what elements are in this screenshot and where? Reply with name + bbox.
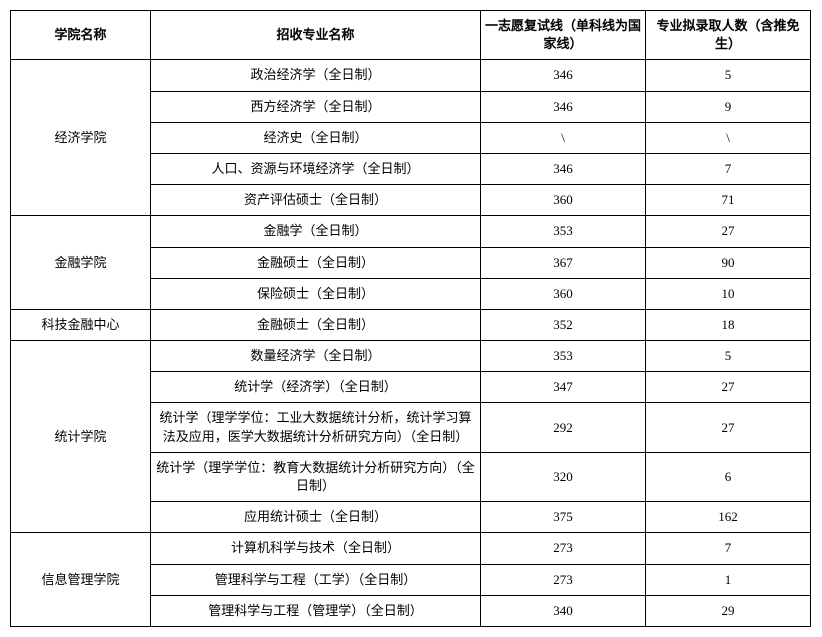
cell-score: 360: [481, 278, 646, 309]
cell-count: 27: [646, 372, 811, 403]
cell-major: 管理科学与工程（管理学）（全日制）: [151, 595, 481, 626]
cell-score: 367: [481, 247, 646, 278]
table-row: 科技金融中心金融硕士（全日制）35218: [11, 309, 811, 340]
cell-count: \: [646, 122, 811, 153]
admission-table: 学院名称 招收专业名称 一志愿复试线（单科线为国家线） 专业拟录取人数（含推免生…: [10, 10, 811, 627]
cell-count: 18: [646, 309, 811, 340]
table-row: 信息管理学院计算机科学与技术（全日制）2737: [11, 533, 811, 564]
cell-score: 273: [481, 564, 646, 595]
table-row: 统计学院数量经济学（全日制）3535: [11, 341, 811, 372]
cell-college: 经济学院: [11, 60, 151, 216]
cell-major: 人口、资源与环境经济学（全日制）: [151, 153, 481, 184]
cell-count: 5: [646, 60, 811, 91]
cell-score: 292: [481, 403, 646, 452]
cell-score: 346: [481, 60, 646, 91]
header-college: 学院名称: [11, 11, 151, 60]
cell-count: 6: [646, 452, 811, 501]
cell-major: 统计学（理学学位：工业大数据统计分析，统计学习算法及应用，医学大数据统计分析研究…: [151, 403, 481, 452]
cell-score: 346: [481, 91, 646, 122]
cell-count: 10: [646, 278, 811, 309]
cell-score: 340: [481, 595, 646, 626]
cell-major: 应用统计硕士（全日制）: [151, 502, 481, 533]
cell-major: 经济史（全日制）: [151, 122, 481, 153]
cell-score: 347: [481, 372, 646, 403]
cell-count: 29: [646, 595, 811, 626]
cell-major: 西方经济学（全日制）: [151, 91, 481, 122]
cell-count: 7: [646, 153, 811, 184]
table-header-row: 学院名称 招收专业名称 一志愿复试线（单科线为国家线） 专业拟录取人数（含推免生…: [11, 11, 811, 60]
cell-major: 金融硕士（全日制）: [151, 309, 481, 340]
cell-score: 352: [481, 309, 646, 340]
cell-count: 7: [646, 533, 811, 564]
cell-score: 273: [481, 533, 646, 564]
cell-major: 计算机科学与技术（全日制）: [151, 533, 481, 564]
table-row: 经济学院政治经济学（全日制）3465: [11, 60, 811, 91]
cell-college: 信息管理学院: [11, 533, 151, 627]
cell-count: 9: [646, 91, 811, 122]
cell-score: 353: [481, 341, 646, 372]
cell-score: 346: [481, 153, 646, 184]
cell-major: 金融学（全日制）: [151, 216, 481, 247]
cell-count: 27: [646, 403, 811, 452]
cell-major: 保险硕士（全日制）: [151, 278, 481, 309]
cell-major: 政治经济学（全日制）: [151, 60, 481, 91]
cell-major: 金融硕士（全日制）: [151, 247, 481, 278]
cell-count: 27: [646, 216, 811, 247]
table-row: 金融学院金融学（全日制）35327: [11, 216, 811, 247]
cell-college: 金融学院: [11, 216, 151, 310]
cell-count: 71: [646, 185, 811, 216]
cell-score: 353: [481, 216, 646, 247]
cell-score: 360: [481, 185, 646, 216]
cell-major: 资产评估硕士（全日制）: [151, 185, 481, 216]
header-major: 招收专业名称: [151, 11, 481, 60]
cell-score: 375: [481, 502, 646, 533]
cell-count: 162: [646, 502, 811, 533]
header-count: 专业拟录取人数（含推免生）: [646, 11, 811, 60]
cell-major: 数量经济学（全日制）: [151, 341, 481, 372]
cell-count: 5: [646, 341, 811, 372]
cell-college: 科技金融中心: [11, 309, 151, 340]
cell-score: 320: [481, 452, 646, 501]
cell-major: 统计学（理学学位：教育大数据统计分析研究方向）（全日制）: [151, 452, 481, 501]
cell-count: 90: [646, 247, 811, 278]
cell-college: 统计学院: [11, 341, 151, 533]
cell-major: 统计学（经济学）（全日制）: [151, 372, 481, 403]
cell-score: \: [481, 122, 646, 153]
table-body: 经济学院政治经济学（全日制）3465西方经济学（全日制）3469经济史（全日制）…: [11, 60, 811, 627]
cell-count: 1: [646, 564, 811, 595]
cell-major: 管理科学与工程（工学）（全日制）: [151, 564, 481, 595]
header-score: 一志愿复试线（单科线为国家线）: [481, 11, 646, 60]
